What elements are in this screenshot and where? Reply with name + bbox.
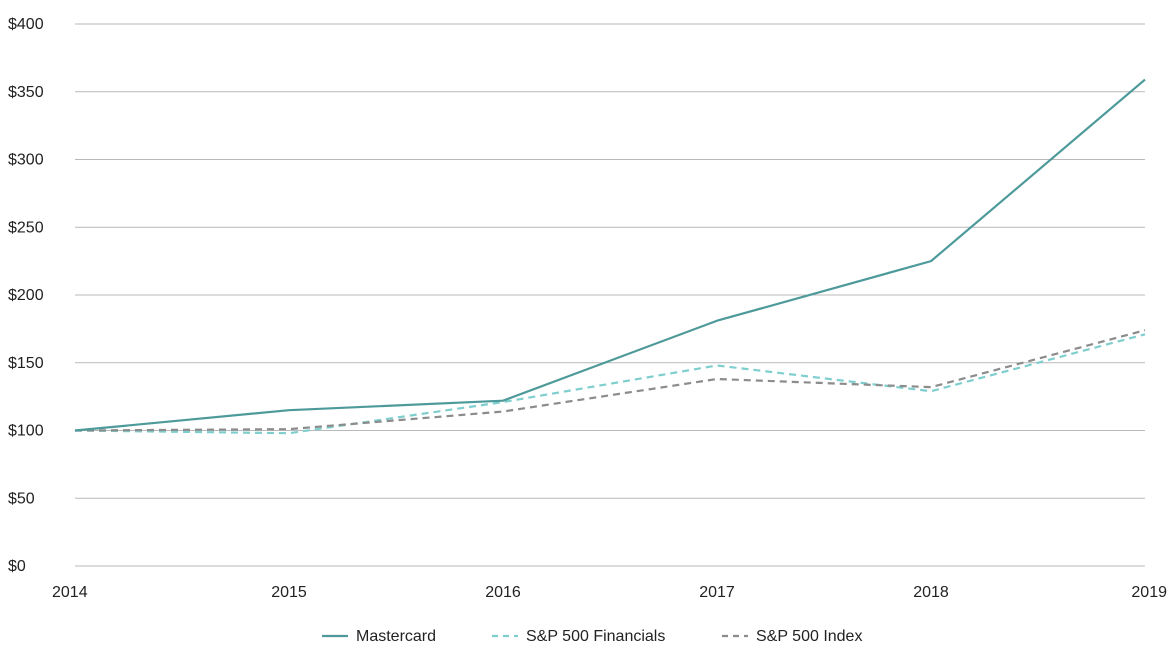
legend-label: S&P 500 Financials	[526, 628, 665, 645]
y-tick-label: $0	[8, 558, 26, 575]
legend: Mastercard S&P 500 Financials S&P 500 Inde…	[322, 628, 862, 645]
series-lines	[74, 78, 1146, 435]
series-line-mastercard	[74, 78, 1146, 432]
legend-label: Mastercard	[356, 628, 436, 645]
legend-label: S&P 500 Index	[756, 628, 862, 645]
x-tick-label: 2018	[913, 584, 949, 601]
series-line-s-p-500-financials	[74, 333, 1146, 435]
y-tick-label: $400	[8, 16, 44, 33]
y-tick-label: $300	[8, 152, 44, 169]
x-axis-tick-labels: 2014 2015 2016 2017 2018 2019	[52, 584, 1167, 601]
x-tick-label: 2014	[52, 584, 88, 601]
x-tick-label: 2019	[1131, 584, 1167, 601]
x-tick-label: 2015	[271, 584, 307, 601]
x-tick-label: 2016	[485, 584, 521, 601]
grid-lines	[75, 23, 1145, 567]
y-tick-label: $150	[8, 355, 44, 372]
y-tick-label: $100	[8, 423, 44, 440]
y-axis-tick-labels: $0 $50 $100 $150 $200 $250 $300 $350 $400	[8, 16, 44, 575]
y-tick-label: $250	[8, 219, 44, 236]
x-tick-label: 2017	[699, 584, 735, 601]
y-tick-label: $350	[8, 84, 44, 101]
y-tick-label: $50	[8, 490, 35, 507]
y-tick-label: $200	[8, 287, 44, 304]
